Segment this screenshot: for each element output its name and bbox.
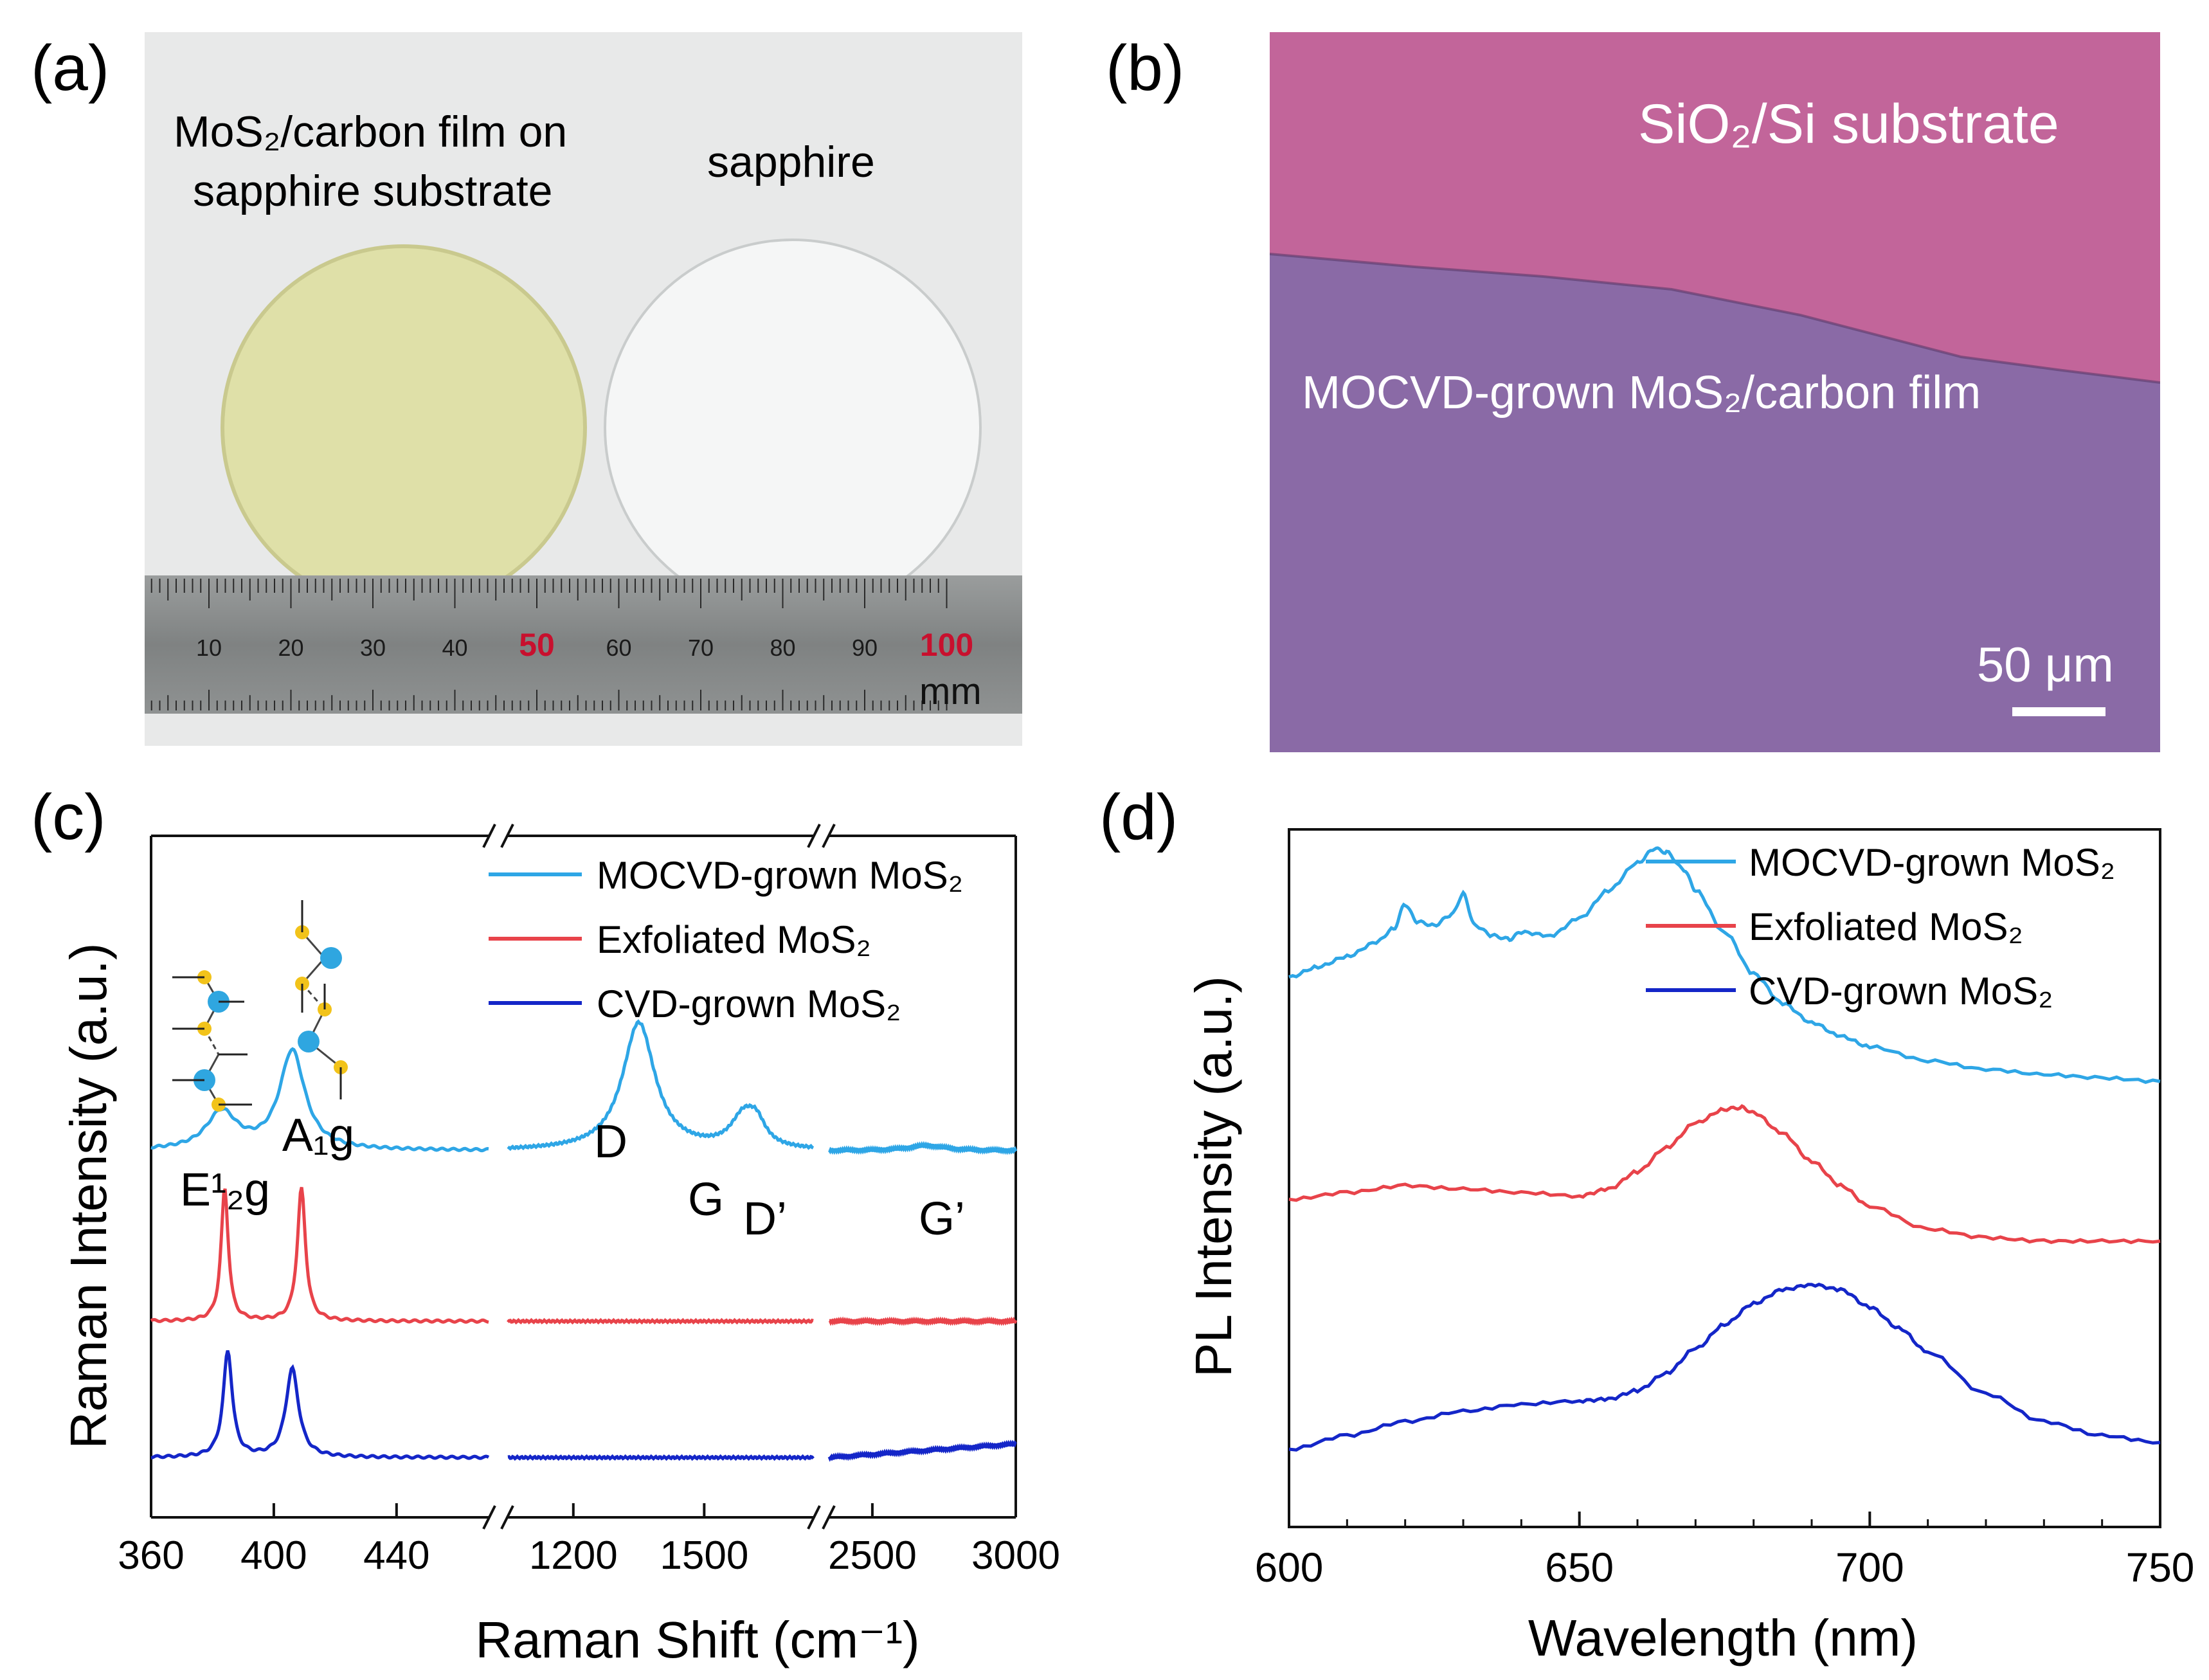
raman-legend-label: CVD-grown MoS₂ xyxy=(597,982,901,1025)
raman-x-tick-label: 440 xyxy=(363,1533,429,1578)
pl-x-tick-label: 750 xyxy=(2126,1544,2195,1591)
atom-icon xyxy=(298,1031,320,1052)
film-edge xyxy=(1270,253,2160,384)
raman-peak-label: D xyxy=(594,1116,627,1168)
raman-series-line xyxy=(507,1019,815,1152)
pl-x-label: Wavelength (nm) xyxy=(1528,1609,1918,1666)
raman-peak-label: E¹₂g xyxy=(180,1164,270,1216)
raman-ticks: 360 400 440 1200 1500 2500 3000 xyxy=(118,1503,1060,1578)
pl-legend-label: MOCVD-grown MoS₂ xyxy=(1749,841,2115,884)
film-label: MOCVD-grown MoS₂/carbon film xyxy=(1302,367,1981,419)
raman-x-tick-label: 3000 xyxy=(971,1533,1060,1578)
raman-axes-frames xyxy=(150,824,1017,1530)
panel-b-label: (b) xyxy=(1106,32,1184,104)
raman-series-line xyxy=(150,1047,489,1153)
raman-peak-label: G’ xyxy=(919,1193,965,1245)
ruler-unit: mm xyxy=(919,671,982,712)
pl-legend-label: Exfoliated MoS₂ xyxy=(1749,905,2023,948)
raman-series xyxy=(150,1019,1018,1462)
raman-peak-label: A₁g xyxy=(282,1110,354,1161)
pl-ticks: 600 650 700 750 xyxy=(1255,1512,2195,1591)
film-caption-line1: MoS₂/carbon film on xyxy=(174,107,567,156)
ruler-tick-label: 10 xyxy=(196,635,222,661)
pl-series-line xyxy=(1288,1283,2161,1452)
pl-x-tick-label: 600 xyxy=(1255,1544,1324,1591)
pl-series-line xyxy=(1288,846,2161,1084)
ruler-minor-ticks xyxy=(150,579,948,710)
ruler-tick-label: 100 xyxy=(920,627,973,663)
raman-peak-label: D’ xyxy=(743,1193,787,1245)
substrate-label: SiO₂/Si substrate xyxy=(1638,93,2059,155)
ruler-tick-label: 70 xyxy=(688,635,714,661)
scale-bar-label: 50 μm xyxy=(1977,638,2114,692)
ruler-tick-label: 40 xyxy=(442,635,467,661)
axis-break-mark xyxy=(500,1505,514,1530)
ruler-tick-label: 80 xyxy=(770,635,795,661)
scale-bar xyxy=(2012,707,2105,716)
pl-y-label: PL Intensity (a.u.) xyxy=(1185,976,1242,1377)
axis-break-mark xyxy=(482,1505,496,1530)
ruler-tick-label: 50 xyxy=(519,627,555,663)
pl-series xyxy=(1288,846,2161,1452)
substrate-region xyxy=(1270,32,2160,383)
raman-legend-label: MOCVD-grown MoS₂ xyxy=(597,854,963,897)
ruler-tick-label: 60 xyxy=(606,635,631,661)
raman-series-line xyxy=(827,1141,1018,1155)
sapphire-wafer xyxy=(604,239,982,617)
pl-chart: 600 650 700 750 MOCVD-grown MoS₂ Exfoliated … xyxy=(1185,828,2195,1666)
panel-d-label: (d) xyxy=(1099,781,1178,853)
raman-x-tick-label: 400 xyxy=(240,1533,307,1578)
raman-legend-label: Exfoliated MoS₂ xyxy=(597,918,871,961)
ruler-tick-label: 90 xyxy=(852,635,878,661)
axis-break-mark xyxy=(500,824,514,848)
raman-series-line xyxy=(507,1317,814,1325)
raman-x-tick-label: 1500 xyxy=(660,1533,748,1578)
ruler-tick-label: 1 xyxy=(1022,635,1035,661)
raman-x-tick-label: 360 xyxy=(118,1533,184,1578)
ruler-tick-label: 30 xyxy=(360,635,386,661)
pl-frame xyxy=(1288,828,2161,1528)
ruler-tick-labels: 10 20 30 40 50 60 70 80 90 100 1 xyxy=(196,627,1035,663)
raman-x-label: Raman Shift (cm⁻¹) xyxy=(475,1611,919,1668)
panel-a-label: (a) xyxy=(31,32,109,104)
axis-break-mark xyxy=(807,824,821,848)
ruler xyxy=(145,575,1022,714)
raman-series-line xyxy=(150,1187,489,1324)
raman-x-tick-label: 2500 xyxy=(828,1533,917,1578)
pl-x-tick-label: 700 xyxy=(1835,1544,1904,1591)
axis-break-mark xyxy=(822,824,836,848)
panel-c-label: (c) xyxy=(31,781,106,853)
pl-legend: MOCVD-grown MoS₂ Exfoliated MoS₂ CVD-grown… xyxy=(1646,841,2115,1013)
raman-series-line xyxy=(828,1316,1018,1326)
axis-break-mark xyxy=(822,1505,836,1530)
atom-icon xyxy=(320,947,342,969)
raman-x-tick-label: 1200 xyxy=(529,1533,618,1578)
raman-series-line xyxy=(827,1440,1017,1462)
raman-series-line xyxy=(150,1350,490,1460)
pl-x-tick-label: 650 xyxy=(1545,1544,1614,1591)
raman-y-label: Raman Intensity (a.u.) xyxy=(60,943,117,1449)
pl-legend-label: CVD-grown MoS₂ xyxy=(1749,970,2053,1013)
vibration-mode-insets xyxy=(172,900,348,1112)
raman-series-line xyxy=(507,1454,815,1461)
film-caption-line2: sapphire substrate xyxy=(193,167,552,215)
sapphire-caption: sapphire xyxy=(707,138,875,186)
film-wafer xyxy=(221,244,587,611)
panel-a-photo: 10 20 30 40 50 60 70 80 90 100 1 mm xyxy=(145,32,1035,746)
axis-break-mark xyxy=(482,824,496,848)
panel-b-micrograph xyxy=(1270,32,2160,752)
raman-peak-label: G xyxy=(688,1174,724,1225)
pl-series-line xyxy=(1288,1104,2161,1245)
ruler-tick-label: 20 xyxy=(278,635,303,661)
raman-legend: MOCVD-grown MoS₂ Exfoliated MoS₂ CVD-grown… xyxy=(489,854,963,1025)
axis-break-mark xyxy=(807,1505,821,1530)
